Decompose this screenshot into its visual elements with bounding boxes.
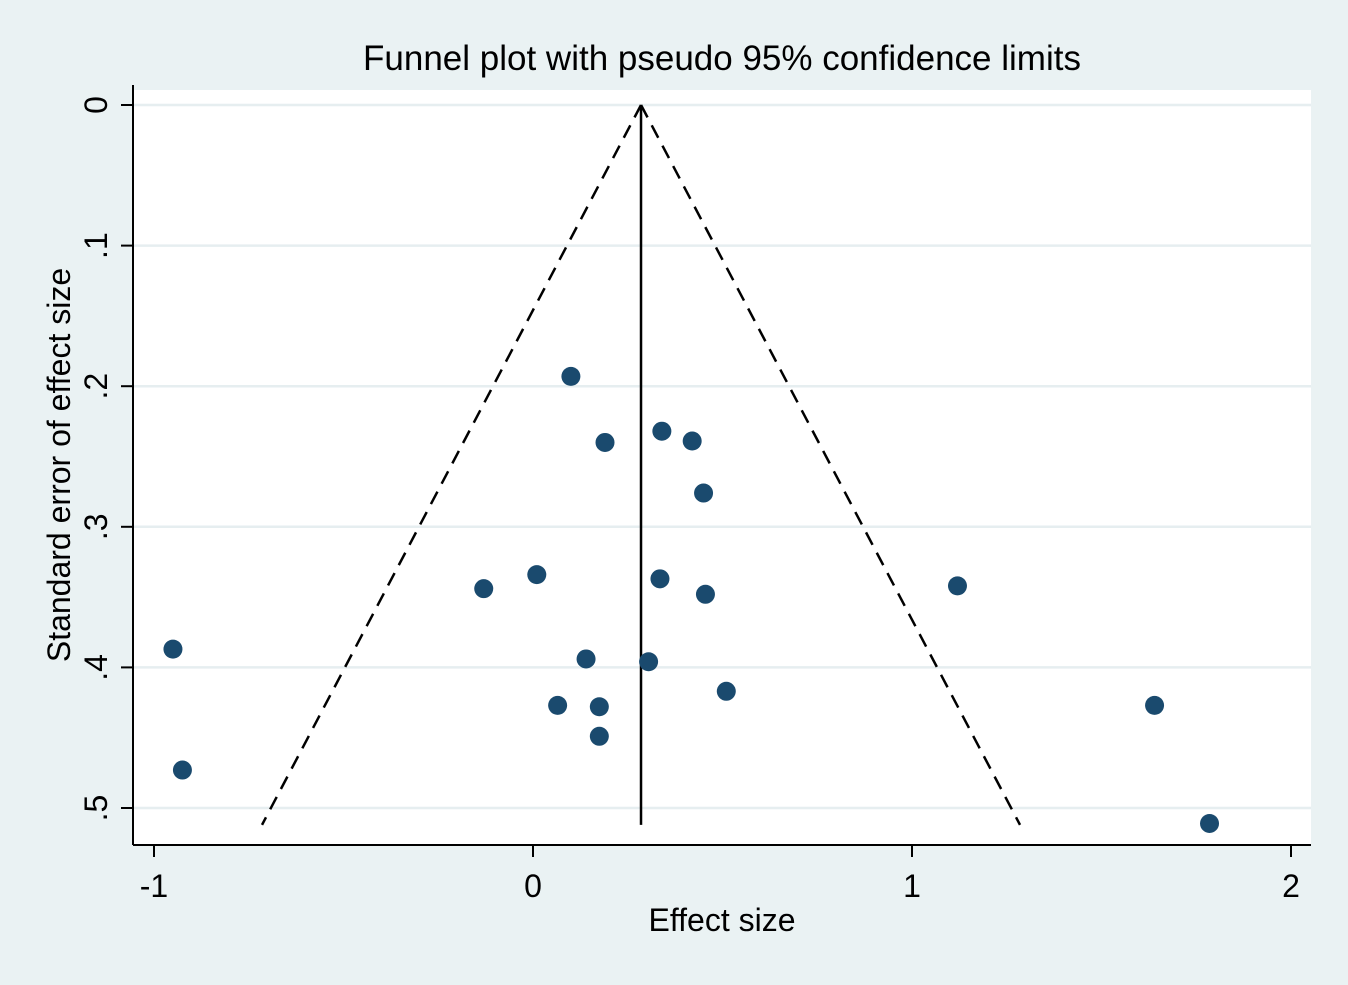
data-points (163, 366, 1220, 833)
axes: 0 .1 .2 .3 .4 .5 -1 0 1 2 (78, 85, 1311, 904)
y-tick-label: .1 (78, 232, 114, 259)
plot-area-background (133, 90, 1311, 845)
data-point (639, 652, 659, 672)
data-point (527, 565, 547, 585)
data-point (595, 432, 615, 452)
y-tick-label: .2 (78, 373, 114, 400)
data-point (576, 649, 596, 669)
data-point (947, 576, 967, 596)
data-point (589, 726, 609, 746)
x-axis-label: Effect size (648, 902, 795, 938)
data-point (172, 760, 192, 780)
data-point (694, 483, 714, 503)
y-tick-label: 0 (78, 96, 114, 114)
chart-title: Funnel plot with pseudo 95% confidence l… (363, 39, 1081, 78)
data-point (1145, 695, 1165, 715)
data-point (548, 695, 568, 715)
funnel-right-limit (639, 104, 1022, 826)
y-axis-label: Standard error of effect size (41, 268, 77, 662)
data-point (716, 681, 736, 701)
funnel-limits (260, 104, 1022, 826)
y-tick-label: .3 (78, 513, 114, 540)
y-tick-label: .5 (78, 795, 114, 822)
x-tick-label: 0 (524, 868, 542, 904)
x-tick-label: 2 (1282, 868, 1300, 904)
data-point (589, 697, 609, 717)
x-tick-label: -1 (140, 868, 168, 904)
data-point (682, 431, 702, 451)
data-point (652, 421, 672, 441)
data-point (474, 579, 494, 599)
x-tick-label: 1 (903, 868, 921, 904)
data-point (561, 366, 581, 386)
y-tick-label: .4 (78, 654, 114, 681)
data-point (163, 639, 183, 659)
data-point (650, 569, 670, 589)
data-point (695, 584, 715, 604)
data-point (1200, 813, 1220, 833)
gridlines (133, 103, 1311, 810)
funnel-left-limit (260, 104, 643, 826)
